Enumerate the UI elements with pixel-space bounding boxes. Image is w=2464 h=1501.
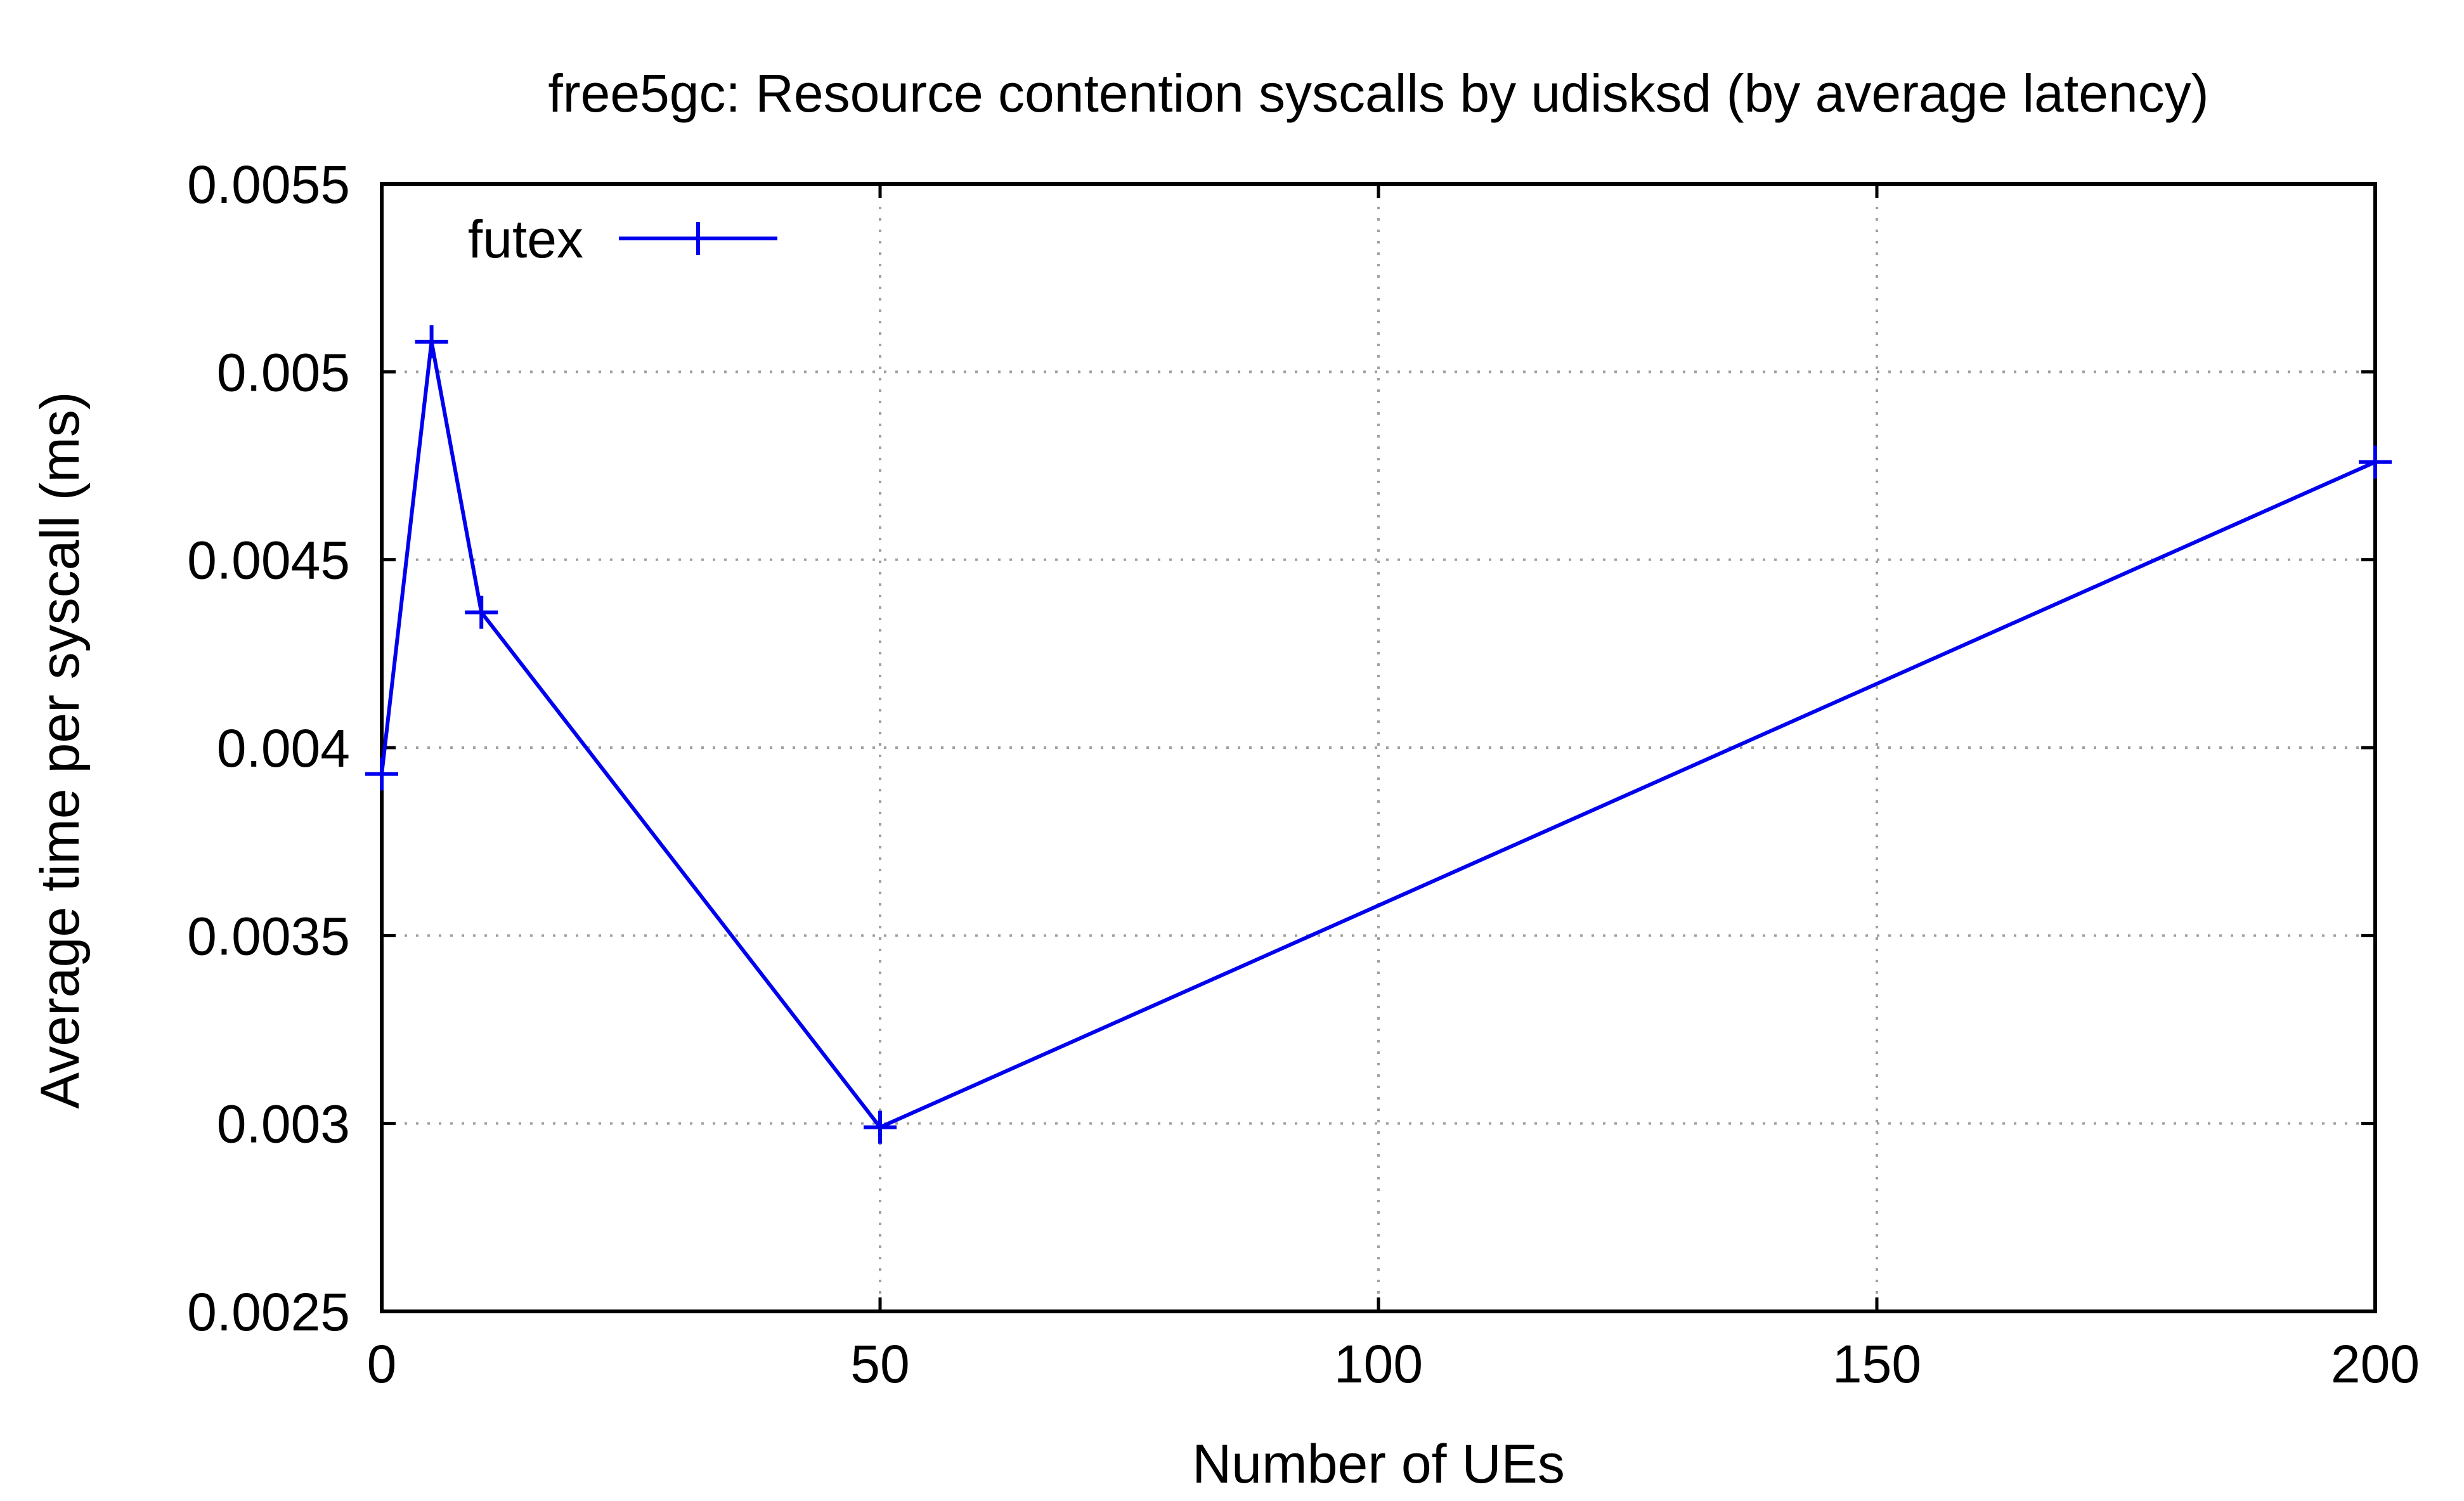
- x-tick-label: 100: [1334, 1334, 1423, 1394]
- series-layer: [365, 325, 2392, 1144]
- y-tick-label: 0.0055: [187, 155, 350, 214]
- y-axis-label: Average time per syscall (ms): [30, 391, 91, 1108]
- legend: futex: [468, 209, 777, 269]
- grid-lines: [382, 184, 2375, 1311]
- x-tick-label: 200: [2331, 1334, 2420, 1394]
- y-tick-label: 0.0025: [187, 1282, 350, 1342]
- data-point-futex: [415, 325, 448, 358]
- y-tick-label: 0.0045: [187, 531, 350, 590]
- y-tick-label: 0.0035: [187, 906, 350, 966]
- x-tick-label: 0: [367, 1334, 397, 1394]
- data-point-futex: [465, 595, 498, 629]
- x-tick-label: 50: [850, 1334, 909, 1394]
- y-tick-label: 0.005: [217, 342, 350, 402]
- x-axis-label: Number of UEs: [1192, 1434, 1565, 1495]
- data-point-futex: [2359, 445, 2392, 479]
- chart-title: free5gc: Resource contention syscalls by…: [548, 63, 2208, 123]
- tick-labels: 0.0025 0.003 0.0035 0.004 0.0045 0.005 0.0055 0…: [187, 155, 2420, 1394]
- legend-label-futex: futex: [468, 209, 583, 269]
- plot-frame: [380, 182, 2377, 1313]
- y-tick-label: 0.003: [217, 1095, 350, 1154]
- x-tick-label: 150: [1832, 1334, 1921, 1394]
- y-tick-label: 0.004: [217, 718, 350, 778]
- data-point-futex: [365, 757, 398, 791]
- data-point-futex: [864, 1110, 897, 1144]
